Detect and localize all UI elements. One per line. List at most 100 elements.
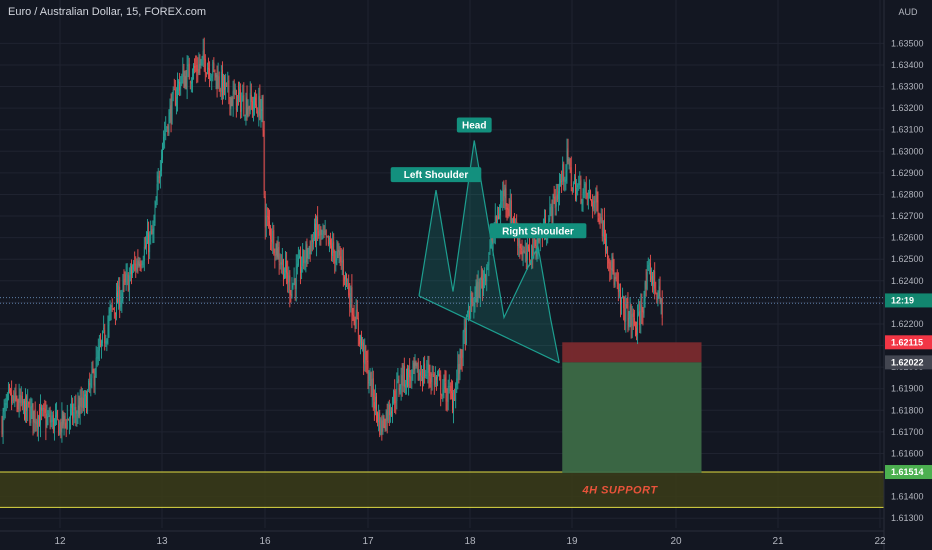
candle-body-56 bbox=[61, 410, 63, 433]
candle-body-183 bbox=[197, 69, 199, 74]
candle-body-300 bbox=[322, 231, 324, 233]
candle-body-354 bbox=[380, 419, 382, 436]
candle-body-487 bbox=[522, 252, 524, 254]
candle-body-529 bbox=[567, 148, 569, 163]
candle-body-388 bbox=[416, 362, 418, 367]
candle-body-235 bbox=[253, 107, 254, 110]
candle-body-11 bbox=[13, 395, 15, 401]
candle-body-564 bbox=[605, 238, 606, 251]
candle-body-610 bbox=[654, 270, 656, 289]
price-badge-bg-3 bbox=[885, 465, 932, 480]
y-tick-18: 1.61700 bbox=[891, 427, 924, 437]
candle-body-317 bbox=[340, 256, 342, 262]
candle-body-611 bbox=[655, 289, 657, 294]
candle-body-359 bbox=[385, 411, 387, 430]
candle-body-81 bbox=[88, 380, 90, 391]
candle-body-10 bbox=[12, 395, 14, 402]
candle-body-132 bbox=[142, 261, 144, 266]
candle-body-219 bbox=[235, 90, 237, 111]
candle-body-77 bbox=[83, 394, 85, 407]
candle-body-20 bbox=[23, 400, 24, 404]
candle-body-100 bbox=[108, 315, 110, 326]
candle-body-473 bbox=[507, 207, 509, 210]
candle-body-38 bbox=[42, 408, 44, 412]
candle-body-341 bbox=[366, 361, 368, 362]
candle-body-416 bbox=[446, 399, 448, 401]
candle-body-42 bbox=[46, 416, 48, 426]
candle-body-44 bbox=[48, 413, 50, 415]
candle-body-257 bbox=[276, 241, 278, 257]
position-tool[interactable] bbox=[562, 342, 702, 473]
candle-body-532 bbox=[570, 167, 572, 187]
candle-body-232 bbox=[249, 93, 251, 112]
candle-body-31 bbox=[34, 408, 36, 423]
y-tick-1: 1.63400 bbox=[891, 60, 924, 70]
candle-body-394 bbox=[423, 364, 424, 384]
candle-body-389 bbox=[417, 361, 419, 381]
candle-body-4 bbox=[5, 402, 7, 406]
neckline[interactable] bbox=[418, 295, 560, 364]
candle-body-554 bbox=[594, 201, 596, 203]
stop-loss-zone[interactable] bbox=[562, 342, 702, 363]
candle-body-184 bbox=[198, 63, 200, 73]
candle-body-259 bbox=[278, 247, 280, 263]
candle-body-73 bbox=[79, 397, 81, 416]
candle-body-246 bbox=[264, 196, 266, 228]
candle-body-268 bbox=[288, 275, 290, 283]
pattern-label-0: Left Shoulder bbox=[404, 170, 469, 181]
candle-body-369 bbox=[396, 381, 398, 402]
candle-body-189 bbox=[203, 49, 205, 60]
candle-body-143 bbox=[154, 207, 156, 224]
candle-body-334 bbox=[358, 335, 360, 345]
candle-body-483 bbox=[518, 240, 520, 248]
candle-body-601 bbox=[644, 282, 646, 301]
candle-body-106 bbox=[115, 312, 116, 315]
symbol-title[interactable]: Euro / Australian Dollar, 15, FOREX.com bbox=[8, 6, 206, 18]
candle-body-236 bbox=[254, 95, 255, 110]
candle-body-133 bbox=[143, 246, 145, 262]
candle-body-24 bbox=[27, 400, 29, 410]
pattern-outline[interactable] bbox=[418, 140, 560, 363]
y-tick-8: 1.62700 bbox=[891, 211, 924, 221]
y-tick-7: 1.62800 bbox=[891, 189, 924, 199]
candle-body-405 bbox=[434, 376, 436, 385]
candle-body-362 bbox=[388, 404, 390, 416]
candle-body-37 bbox=[41, 407, 42, 411]
candle-body-528 bbox=[566, 150, 568, 172]
candle-body-537 bbox=[576, 187, 577, 200]
candle-body-606 bbox=[650, 263, 651, 281]
x-tick-4: 18 bbox=[464, 536, 476, 547]
take-profit-zone[interactable] bbox=[562, 362, 702, 473]
candle-body-29 bbox=[32, 403, 34, 424]
candle-body-242 bbox=[260, 109, 262, 120]
candle-body-415 bbox=[445, 383, 447, 402]
candle-body-407 bbox=[437, 377, 438, 379]
candle-body-360 bbox=[386, 410, 388, 422]
candle-body-467 bbox=[501, 200, 503, 202]
y-tick-22: 1.61300 bbox=[891, 513, 924, 523]
candle-body-222 bbox=[239, 88, 240, 95]
candle-body-294 bbox=[316, 218, 317, 245]
head-and-shoulders-pattern[interactable]: Left Shoulder Head Right Shoulder bbox=[390, 117, 587, 364]
candle-body-465 bbox=[499, 214, 500, 219]
candle-body-603 bbox=[646, 271, 648, 290]
candle-body-34 bbox=[37, 416, 39, 430]
candle-body-119 bbox=[128, 275, 130, 291]
candle-body-398 bbox=[427, 363, 429, 373]
candle-body-207 bbox=[223, 75, 224, 95]
candle-body-513 bbox=[550, 206, 552, 208]
candle-body-33 bbox=[36, 420, 38, 428]
candle-body-422 bbox=[453, 397, 454, 412]
candle-body-425 bbox=[456, 378, 458, 385]
candle-body-114 bbox=[123, 279, 125, 280]
candle-body-572 bbox=[613, 270, 615, 286]
candle-body-162 bbox=[174, 89, 176, 106]
candle-body-170 bbox=[183, 70, 185, 88]
candle-body-144 bbox=[155, 201, 157, 208]
candle-body-569 bbox=[610, 268, 612, 270]
candle-body-54 bbox=[59, 422, 61, 434]
candle-body-486 bbox=[521, 250, 523, 256]
candle-body-57 bbox=[62, 411, 64, 426]
